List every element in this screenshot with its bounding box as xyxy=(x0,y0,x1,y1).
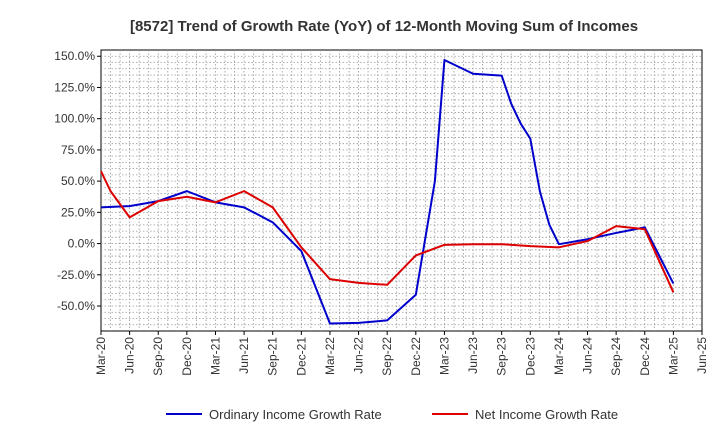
legend-label: Ordinary Income Growth Rate xyxy=(209,407,382,422)
series-2 xyxy=(100,170,675,293)
x-axis: Mar-20 Jun-20 Sep-20 Dec-20 Mar-21 Jun-21 Sep-… xyxy=(94,331,709,376)
y-tick-label: 75.0% xyxy=(61,143,95,157)
x-tick-label: Sep-21 xyxy=(266,337,280,376)
y-tick-label: 100.0% xyxy=(54,112,95,126)
y-tick-label: 0.0% xyxy=(68,237,96,251)
x-tick-label: Jun-25 xyxy=(695,337,709,374)
x-tick-label: Sep-22 xyxy=(380,337,394,376)
y-axis: 150.0% 125.0% 100.0% 75.0% 50.0% 25.0% 0.0% -25… xyxy=(54,49,101,313)
x-tick-label: Mar-21 xyxy=(208,337,222,375)
x-tick-label: Jun-20 xyxy=(123,337,137,374)
x-tick-label: Mar-20 xyxy=(94,337,108,375)
y-tick-label: -25.0% xyxy=(57,268,95,282)
x-tick-label: Jun-24 xyxy=(581,337,595,374)
x-tick-label: Dec-24 xyxy=(638,337,652,376)
legend-label: Net Income Growth Rate xyxy=(475,407,618,422)
x-tick-label: Mar-24 xyxy=(552,337,566,375)
legend: Ordinary Income Growth Rate Net Income Gr… xyxy=(166,407,618,422)
legend-item: Net Income Growth Rate xyxy=(432,407,618,422)
y-tick-label: 50.0% xyxy=(61,174,95,188)
series-line xyxy=(100,170,675,293)
x-tick-label: Mar-25 xyxy=(666,337,680,375)
x-tick-label: Dec-21 xyxy=(294,337,308,376)
chart-title: [8572] Trend of Growth Rate (YoY) of 12-… xyxy=(130,18,638,35)
x-tick-label: Dec-23 xyxy=(523,337,537,376)
y-tick-label: 25.0% xyxy=(61,205,95,219)
x-tick-label: Dec-20 xyxy=(180,337,194,376)
y-tick-label: 125.0% xyxy=(54,80,95,94)
x-tick-label: Jun-23 xyxy=(466,337,480,374)
plot-area xyxy=(100,49,703,332)
x-tick-label: Sep-23 xyxy=(495,337,509,376)
x-tick-label: Jun-22 xyxy=(352,337,366,374)
series-line xyxy=(100,58,675,325)
legend-item: Ordinary Income Growth Rate xyxy=(166,407,382,422)
grid xyxy=(101,50,702,331)
series-1 xyxy=(100,58,675,325)
y-tick-label: 150.0% xyxy=(54,49,95,63)
x-tick-label: Dec-22 xyxy=(409,337,423,376)
y-tick-label: -50.0% xyxy=(57,299,95,313)
x-tick-label: Jun-21 xyxy=(237,337,251,374)
x-tick-label: Mar-23 xyxy=(437,337,451,375)
x-tick-label: Mar-22 xyxy=(323,337,337,375)
series-layer xyxy=(100,58,675,325)
x-tick-label: Sep-20 xyxy=(151,337,165,376)
x-tick-label: Sep-24 xyxy=(609,337,623,376)
